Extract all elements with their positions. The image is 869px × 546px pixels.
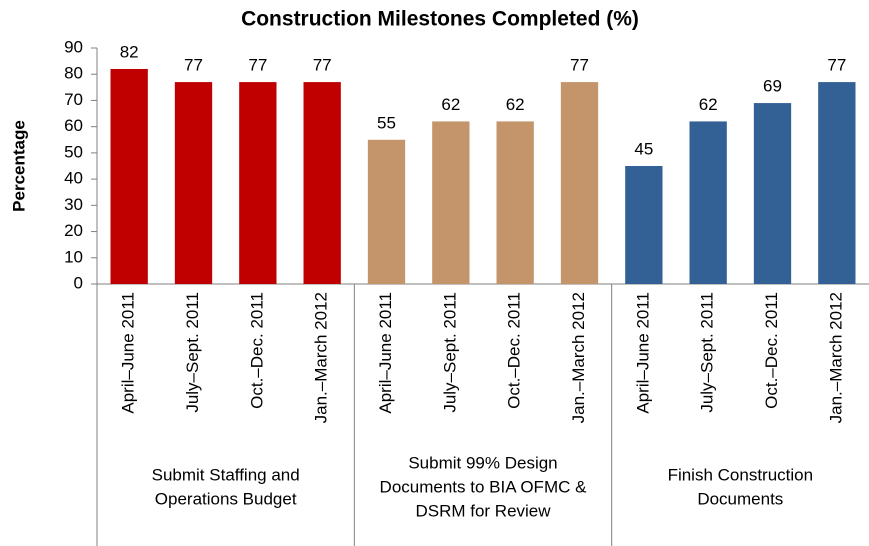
group-label: Finish Construction xyxy=(668,465,814,484)
data-label: 62 xyxy=(506,95,525,114)
x-tick-label: Oct.–Dec. 2011 xyxy=(762,292,781,409)
x-tick-label: Jan.–March 2012 xyxy=(312,292,331,423)
bar xyxy=(367,139,406,284)
x-tick-label: April–June 2011 xyxy=(633,292,652,414)
y-tick-label: 90 xyxy=(64,37,83,56)
y-tick-label: 20 xyxy=(64,221,83,240)
bar xyxy=(753,103,792,284)
x-tick-label: April–June 2011 xyxy=(376,292,395,414)
data-label: 69 xyxy=(763,77,782,96)
data-label: 77 xyxy=(570,56,589,75)
y-tick-label: 30 xyxy=(64,195,83,214)
data-label: 62 xyxy=(441,95,460,114)
y-tick-label: 80 xyxy=(64,64,83,83)
y-tick-label: 60 xyxy=(64,116,83,135)
y-axis-title: Percentage xyxy=(9,120,28,212)
data-label: 77 xyxy=(184,56,203,75)
bar xyxy=(625,166,663,284)
data-label: 62 xyxy=(699,95,718,114)
y-tick-label: 10 xyxy=(64,247,83,266)
y-tick-label: 0 xyxy=(74,273,83,292)
data-label: 77 xyxy=(248,56,267,75)
group-label: Submit 99% Design xyxy=(408,453,557,472)
data-label: 77 xyxy=(827,56,846,75)
x-tick-label: Jan.–March 2012 xyxy=(569,292,588,423)
group-label: Submit Staffing and xyxy=(152,465,300,484)
bar xyxy=(432,121,470,284)
bar xyxy=(818,82,856,284)
bar xyxy=(560,82,599,284)
y-tick-label: 50 xyxy=(64,142,83,161)
x-tick-label: July–Sept. 2011 xyxy=(183,292,202,413)
bar xyxy=(239,82,277,284)
chart-title: Construction Milestones Completed (%) xyxy=(241,8,639,31)
x-tick-label: Oct.–Dec. 2011 xyxy=(505,292,524,409)
data-label: 82 xyxy=(120,42,139,61)
y-tick-label: 70 xyxy=(64,90,83,109)
bar xyxy=(110,68,148,284)
bar xyxy=(174,82,213,284)
x-tick-label: July–Sept. 2011 xyxy=(440,292,459,413)
bar xyxy=(303,82,341,284)
group-label: Documents xyxy=(697,489,783,508)
y-tick-label: 40 xyxy=(64,169,83,188)
bar xyxy=(496,121,534,284)
group-label: DSRM for Review xyxy=(415,501,551,520)
group-label: Documents to BIA OFMC & xyxy=(380,477,588,496)
bar xyxy=(689,121,727,284)
x-tick-label: Oct.–Dec. 2011 xyxy=(247,292,266,409)
group-label: Operations Budget xyxy=(155,489,297,508)
x-tick-label: April–June 2011 xyxy=(119,292,138,414)
x-tick-label: July–Sept. 2011 xyxy=(698,292,717,413)
data-label: 45 xyxy=(634,139,653,158)
x-tick-label: Jan.–March 2012 xyxy=(826,292,845,423)
data-label: 77 xyxy=(313,56,332,75)
data-label: 55 xyxy=(377,113,396,132)
